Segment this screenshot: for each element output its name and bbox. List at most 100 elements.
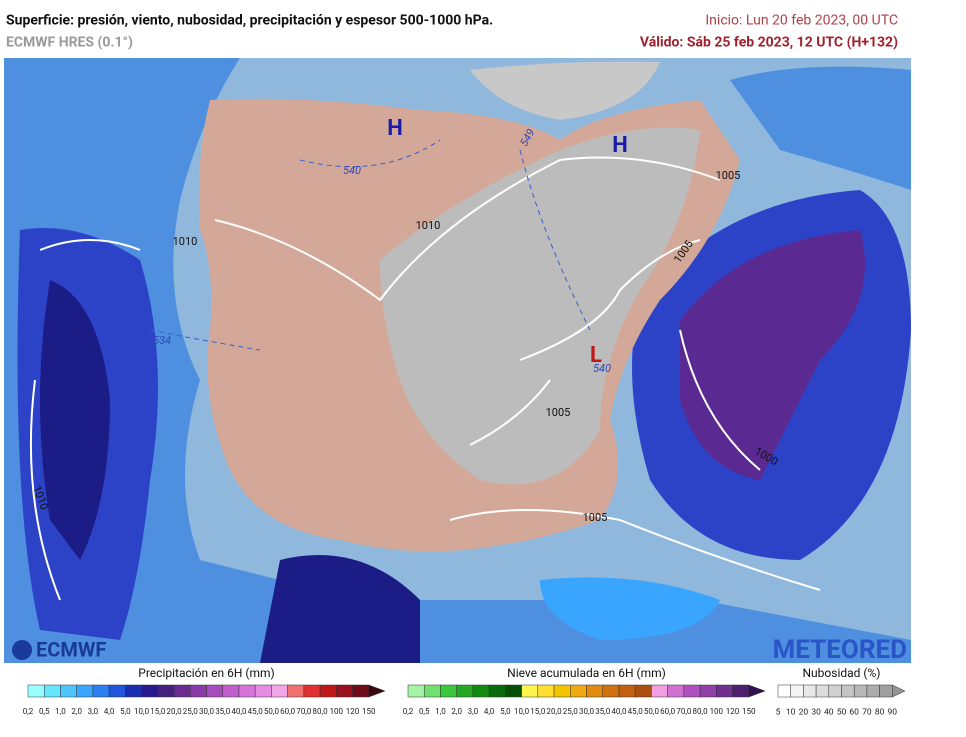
legend-swatch bbox=[815, 684, 830, 698]
legend-swatch bbox=[319, 684, 337, 698]
legend-swatch bbox=[76, 684, 94, 698]
legend-swatch bbox=[716, 684, 733, 698]
legend-label: 45,0 bbox=[628, 707, 644, 716]
valid-time: Válido: Sáb 25 feb 2023, 12 UTC (H+132) bbox=[640, 35, 898, 51]
legend-swatch bbox=[141, 684, 159, 698]
isobar-label: 1005 bbox=[716, 169, 741, 182]
legend-swatch bbox=[618, 684, 636, 698]
legend-label: 20 bbox=[799, 707, 809, 717]
legend-swatch bbox=[841, 684, 855, 698]
legend-swatch bbox=[303, 684, 321, 698]
legends: Precipitación en 6H (mm) 0,2 0,5 1,0 2,0 3,0 4… bbox=[23, 666, 906, 717]
legend-label: 25,0 bbox=[563, 707, 579, 716]
legend-label: 5,0 bbox=[120, 707, 131, 716]
legend-label: 0,2 bbox=[23, 707, 34, 716]
legend-label: 4,0 bbox=[484, 707, 495, 716]
legend-label: 0,5 bbox=[39, 707, 50, 716]
isobar-label: 1005 bbox=[546, 406, 571, 419]
legend-title: Nubosidad (%) bbox=[803, 666, 881, 680]
legend-swatch bbox=[683, 684, 701, 698]
legend-swatch bbox=[803, 684, 817, 698]
legend-label: 35,0 bbox=[595, 707, 611, 716]
legend-swatch bbox=[456, 684, 474, 698]
map: 1010 1010 1005 1005 1005 1000 1005 1010 … bbox=[4, 58, 911, 665]
high-pressure: H bbox=[612, 133, 628, 158]
legend-swatch bbox=[651, 684, 668, 698]
legend-label: 150 bbox=[742, 707, 756, 716]
legend-label: 70,0 bbox=[676, 707, 692, 716]
legend-swatch bbox=[699, 684, 717, 698]
legend-label: 10 bbox=[786, 707, 796, 717]
legend-swatch bbox=[254, 684, 272, 698]
legend-label: 100 bbox=[330, 707, 344, 716]
legend-label: 10,0 bbox=[514, 707, 530, 716]
legend-label: 40,0 bbox=[611, 707, 627, 716]
thickness-label: 540 bbox=[343, 164, 361, 177]
legend-arrow bbox=[368, 684, 386, 698]
legend-swatch bbox=[790, 684, 804, 698]
legend-swatch bbox=[190, 684, 207, 698]
legend-label: 2,0 bbox=[71, 707, 82, 716]
legend-label: 3,0 bbox=[468, 707, 479, 716]
legend-swatch bbox=[553, 684, 571, 698]
init-time: Inicio: Lun 20 feb 2023, 00 UTC bbox=[705, 13, 898, 29]
legend-title: Precipitación en 6H (mm) bbox=[138, 666, 274, 680]
legend-swatch bbox=[505, 684, 522, 698]
legend-swatch bbox=[92, 684, 110, 698]
legend-swatch bbox=[570, 684, 587, 698]
legend-swatch bbox=[287, 684, 305, 698]
meteored-logo: METEORED bbox=[773, 635, 907, 665]
legend-swatch bbox=[866, 684, 880, 698]
legend-label: 15,0 bbox=[150, 707, 166, 716]
legend-swatch bbox=[667, 684, 685, 698]
legend-swatch bbox=[222, 684, 240, 698]
legend-swatch bbox=[60, 684, 77, 698]
legend-label: 60,0 bbox=[280, 707, 296, 716]
legend-swatch bbox=[157, 684, 175, 698]
ecmwf-logo: ECMWF bbox=[36, 637, 106, 661]
legend-swatch bbox=[238, 684, 256, 698]
legend-swatch bbox=[488, 684, 506, 698]
legend-label: 50,0 bbox=[264, 707, 280, 716]
legend-swatch bbox=[602, 684, 620, 698]
thickness-label: 540 bbox=[593, 362, 611, 375]
legend-swatch bbox=[732, 684, 750, 698]
legend-swatch bbox=[521, 684, 539, 698]
legend-swatch bbox=[352, 684, 370, 698]
legend-label: 150 bbox=[362, 707, 376, 716]
legend-swatch bbox=[108, 684, 126, 698]
legend-swatch bbox=[407, 684, 425, 698]
legend-swatch bbox=[173, 684, 191, 698]
model: ECMWF HRES (0.1°) bbox=[6, 35, 133, 51]
legend-swatch bbox=[440, 684, 457, 698]
legend-label: 70 bbox=[862, 707, 872, 717]
legend-swatch bbox=[472, 684, 490, 698]
thickness-label: 534 bbox=[153, 334, 171, 347]
legend-label: 80,0 bbox=[313, 707, 329, 716]
legend-label: 3,0 bbox=[88, 707, 99, 716]
legend-label: 30,0 bbox=[579, 707, 595, 716]
legend-swatch bbox=[586, 684, 603, 698]
legend-swatch bbox=[634, 684, 652, 698]
legend-label: 15,0 bbox=[530, 707, 546, 716]
legend-label: 5,0 bbox=[500, 707, 511, 716]
legend-label: 60 bbox=[849, 707, 859, 717]
legend-swatch bbox=[27, 684, 45, 698]
legend-swatch bbox=[336, 684, 353, 698]
legend-label: 100 bbox=[710, 707, 724, 716]
legend-swatch bbox=[537, 684, 555, 698]
legend-swatch bbox=[879, 684, 893, 698]
legend-label: 50 bbox=[837, 707, 847, 717]
legend-swatch bbox=[423, 684, 441, 698]
legend-label: 80 bbox=[875, 707, 885, 717]
legend-label: 4,0 bbox=[104, 707, 115, 716]
isobar-label: 1010 bbox=[416, 219, 441, 232]
isobar-label: 1010 bbox=[173, 235, 198, 248]
legend-swatch bbox=[271, 684, 288, 698]
legend-label: 20,0 bbox=[167, 707, 183, 716]
low-pressure: L bbox=[590, 343, 602, 368]
legend-swatch bbox=[125, 684, 142, 698]
legend-label: 120 bbox=[346, 707, 360, 716]
